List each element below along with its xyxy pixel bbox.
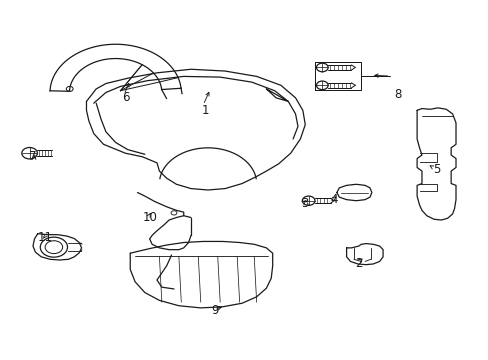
Text: 6: 6 [122, 91, 129, 104]
Text: 9: 9 [211, 304, 219, 317]
Text: 1: 1 [202, 104, 209, 117]
Text: 7: 7 [29, 150, 37, 163]
Text: 10: 10 [142, 211, 157, 224]
Text: 2: 2 [354, 257, 362, 270]
Text: 4: 4 [330, 193, 338, 206]
Text: 11: 11 [38, 231, 53, 244]
Text: 5: 5 [432, 163, 439, 176]
Text: 8: 8 [393, 88, 401, 101]
Text: 3: 3 [301, 197, 308, 210]
